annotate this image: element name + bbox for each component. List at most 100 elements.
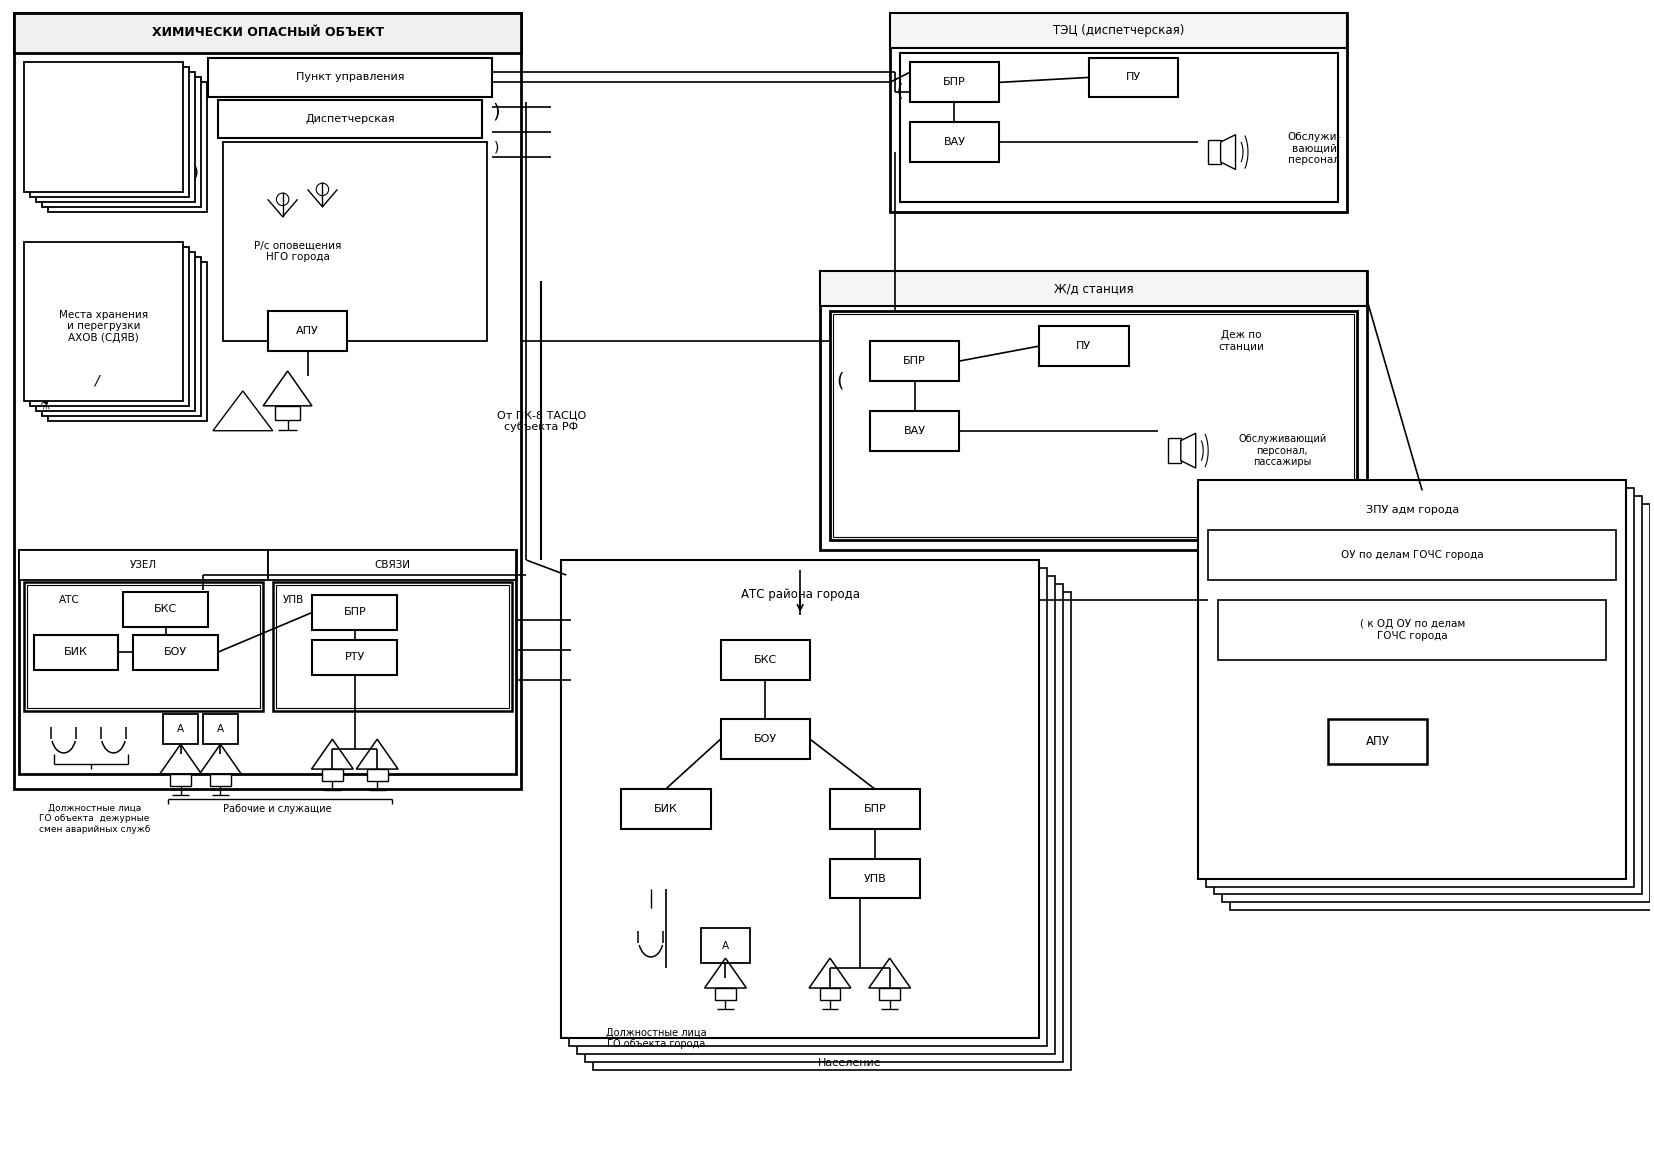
Bar: [33, 635, 119, 669]
Text: ТЭЦ (диспетчерская): ТЭЦ (диспетчерская): [1054, 23, 1184, 37]
Bar: [715, 988, 736, 1001]
Polygon shape: [1221, 134, 1236, 169]
Bar: [36, 251, 195, 411]
Text: ОУ по делам ГОЧС города: ОУ по делам ГОЧС города: [1341, 550, 1484, 560]
Bar: [1217, 600, 1606, 660]
Bar: [820, 271, 1368, 307]
Text: АПУ: АПУ: [1366, 735, 1389, 748]
Bar: [586, 584, 1064, 1062]
Bar: [721, 639, 810, 680]
Text: БПР: БПР: [344, 607, 366, 617]
Bar: [170, 774, 192, 786]
Bar: [870, 342, 959, 381]
Text: СВЯЗИ: СВЯЗИ: [374, 560, 410, 570]
Bar: [820, 271, 1368, 550]
Bar: [18, 550, 516, 774]
Text: Должностные лица
ГО объекта  дежурные
смен аварийных служб: Должностные лица ГО объекта дежурные сме…: [38, 804, 151, 834]
Text: От ПК-8 ТАСЦО
субъекта РФ: От ПК-8 ТАСЦО субъекта РФ: [496, 410, 586, 432]
Bar: [830, 312, 1358, 540]
Bar: [203, 714, 238, 745]
Bar: [268, 312, 347, 351]
Bar: [830, 789, 920, 829]
Text: БПР: БПР: [863, 804, 887, 814]
Text: Должностные лица
ГО объекта города: Должностные лица ГО объекта города: [605, 1028, 706, 1049]
Bar: [620, 789, 711, 829]
Text: БПР: БПР: [943, 78, 966, 87]
Bar: [1328, 719, 1427, 764]
Text: ВАУ: ВАУ: [943, 137, 966, 147]
Bar: [569, 569, 1047, 1046]
Bar: [313, 595, 397, 630]
Bar: [48, 262, 207, 420]
Bar: [13, 13, 521, 52]
Text: ): ): [495, 140, 500, 154]
Bar: [23, 242, 184, 401]
Bar: [1231, 512, 1654, 910]
Bar: [561, 560, 1039, 1038]
Bar: [218, 101, 481, 138]
Text: А: А: [177, 724, 184, 734]
Bar: [30, 67, 189, 197]
Bar: [819, 988, 840, 1001]
Text: Пункт управления: Пункт управления: [296, 73, 405, 82]
Text: Обслуживающий
персонал,
пассажиры: Обслуживающий персонал, пассажиры: [1237, 434, 1327, 467]
Text: ( к ОД ОУ по делам
ГОЧС города: ( к ОД ОУ по делам ГОЧС города: [1360, 618, 1465, 640]
Text: УЗЕЛ: УЗЕЛ: [129, 560, 157, 570]
Bar: [223, 142, 486, 342]
Bar: [900, 52, 1338, 201]
Bar: [577, 576, 1055, 1054]
Bar: [1222, 505, 1651, 902]
Bar: [36, 73, 195, 201]
Bar: [134, 635, 218, 669]
Bar: [273, 582, 511, 711]
Bar: [41, 78, 202, 207]
Bar: [870, 411, 959, 450]
Text: (: (: [837, 372, 844, 390]
Bar: [323, 769, 342, 780]
Bar: [30, 247, 189, 405]
Bar: [1168, 438, 1181, 463]
Bar: [1206, 489, 1634, 887]
Polygon shape: [1181, 433, 1196, 468]
Bar: [367, 769, 387, 780]
Bar: [23, 582, 263, 711]
Bar: [1039, 327, 1128, 366]
Text: Обслужи-
вающий
персонал: Обслужи- вающий персонал: [1288, 132, 1341, 166]
Text: Население: Население: [819, 1057, 882, 1068]
Text: Диспетчерская: Диспетчерская: [306, 115, 395, 124]
Bar: [834, 314, 1355, 537]
Bar: [164, 714, 198, 745]
Bar: [890, 13, 1348, 47]
Bar: [1214, 497, 1642, 894]
Text: БИК: БИК: [65, 647, 88, 657]
Bar: [48, 82, 207, 212]
Bar: [23, 63, 184, 192]
Text: БОУ: БОУ: [754, 734, 777, 745]
Text: Р/с оповещения
НГО города: Р/с оповещения НГО города: [253, 241, 341, 263]
Bar: [268, 550, 516, 580]
Text: Рабочие и служащие: Рабочие и служащие: [223, 804, 332, 814]
Text: Места хранения
и перегрузки
АХОВ (СДЯВ): Места хранения и перегрузки АХОВ (СДЯВ): [60, 309, 149, 343]
Text: БКС: БКС: [154, 604, 177, 615]
Bar: [890, 13, 1348, 212]
Bar: [276, 405, 299, 419]
Bar: [18, 550, 268, 580]
Bar: [1088, 58, 1178, 97]
Text: (: (: [896, 83, 903, 102]
Text: БИК: БИК: [653, 804, 678, 814]
Text: ⚗: ⚗: [38, 401, 50, 411]
Text: ПУ: ПУ: [1126, 73, 1141, 82]
Text: ): ): [493, 103, 501, 122]
Bar: [313, 639, 397, 675]
Bar: [594, 592, 1070, 1070]
Text: ): ): [194, 164, 198, 179]
Bar: [276, 585, 508, 709]
Text: УПВ: УПВ: [863, 873, 887, 884]
Bar: [26, 585, 260, 709]
Bar: [830, 858, 920, 899]
Text: Деж по
станции: Деж по станции: [1217, 330, 1264, 352]
Bar: [124, 592, 208, 626]
Bar: [1207, 530, 1616, 580]
Bar: [13, 13, 521, 789]
Bar: [1207, 140, 1221, 164]
